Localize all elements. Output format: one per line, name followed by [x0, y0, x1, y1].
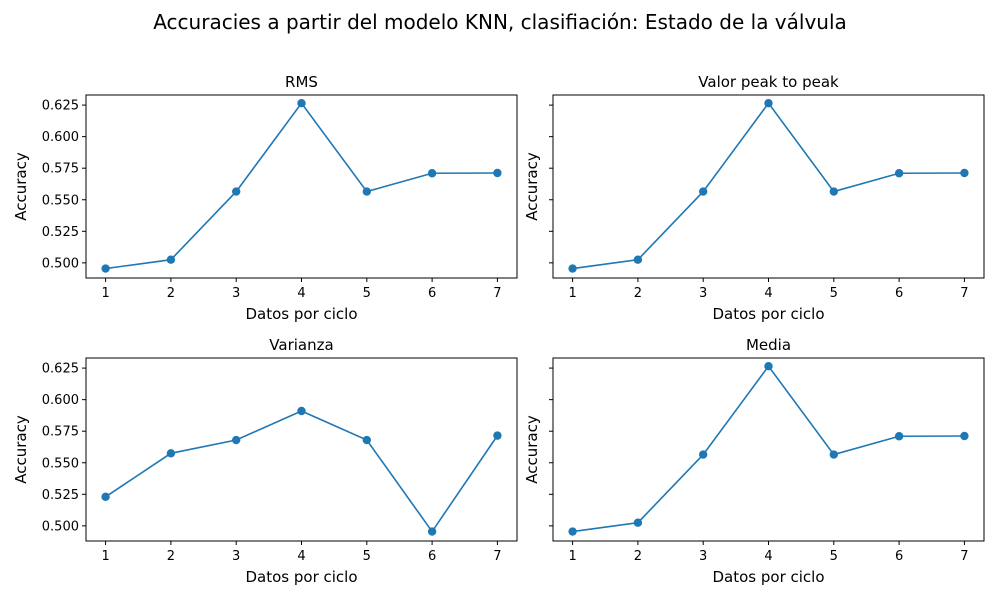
data-point: [297, 99, 306, 108]
data-point: [764, 99, 773, 108]
y-tick-label: 0.600: [42, 130, 79, 145]
x-tick-label: 7: [960, 286, 968, 301]
y-tick-label: 0.550: [42, 193, 79, 208]
x-tick-label: 1: [101, 549, 109, 564]
subplot-title: Media: [746, 336, 791, 354]
subplot-title: Valor peak to peak: [698, 73, 839, 91]
figure-title: Accuracies a partir del modelo KNN, clas…: [153, 10, 847, 34]
x-tick-label: 6: [895, 286, 903, 301]
y-axis-label: Accuracy: [12, 415, 30, 484]
series-line: [105, 101, 498, 270]
x-tick-label: 6: [428, 549, 436, 564]
x-tick-label: 7: [493, 286, 501, 301]
x-axis-label: Datos por ciclo: [712, 305, 824, 323]
x-tick-label: 2: [634, 549, 642, 564]
x-tick-label: 4: [297, 286, 305, 301]
data-point: [101, 492, 110, 502]
x-tick-label: 6: [428, 286, 436, 301]
x-tick-label: 4: [297, 549, 305, 564]
data-point: [829, 187, 839, 196]
y-axis-label: Accuracy: [523, 152, 541, 221]
y-tick-label: 0.550: [42, 456, 79, 471]
data-point: [166, 449, 176, 458]
x-tick-label: 3: [232, 549, 240, 564]
data-point: [362, 187, 372, 196]
data-point: [698, 450, 708, 459]
subplot-3: 1 2 3 4 5 6 7 0.500 0.525 0.550 0.575 0.600 0.625 Var…: [12, 336, 518, 586]
x-axis-label: Datos por ciclo: [245, 305, 357, 323]
x-tick-label: 3: [699, 286, 707, 301]
x-tick-label: 1: [568, 549, 576, 564]
x-axis-label: Datos por ciclo: [245, 568, 357, 586]
y-axis-label: Accuracy: [12, 152, 30, 221]
axes-frame: [552, 357, 985, 542]
subplot-title: RMS: [285, 73, 318, 91]
x-tick-label: 3: [232, 286, 240, 301]
data-point: [894, 169, 904, 178]
y-tick-label: 0.575: [42, 425, 79, 440]
data-point: [493, 168, 502, 178]
series-line: [572, 364, 965, 533]
y-tick-label: 0.625: [42, 99, 79, 114]
y-tick-label: 0.500: [42, 519, 79, 534]
y-tick-label: 0.625: [42, 362, 79, 377]
series-line: [105, 410, 499, 533]
data-point: [231, 435, 241, 445]
data-point: [362, 435, 372, 445]
x-tick-label: 4: [764, 549, 772, 564]
data-point: [297, 406, 306, 416]
data-point: [894, 432, 904, 441]
y-tick-label: 0.575: [42, 162, 79, 177]
y-tick-label: 0.525: [42, 488, 79, 503]
x-tick-label: 5: [830, 286, 838, 301]
subplot-2: 1 2 3 4 5 6 7 Valor peak to peak Datos por ciclo…: [523, 73, 985, 323]
axes-frame: [85, 94, 518, 279]
x-tick-label: 6: [895, 549, 903, 564]
data-point: [829, 450, 839, 459]
y-axis-label: Accuracy: [523, 415, 541, 484]
data-point: [698, 187, 708, 196]
y-tick-label: 0.525: [42, 225, 79, 240]
data-point: [427, 169, 437, 178]
y-tick-label: 0.600: [42, 393, 79, 408]
data-point: [960, 168, 969, 178]
x-tick-label: 5: [363, 549, 371, 564]
data-point: [166, 255, 176, 264]
subplot-1: 1 2 3 4 5 6 7 0.500 0.525 0.550 0.575 0.600 0.625 RMS…: [12, 73, 518, 323]
x-tick-label: 1: [568, 286, 576, 301]
data-point: [568, 527, 577, 536]
data-point: [960, 431, 969, 441]
x-tick-label: 7: [960, 549, 968, 564]
data-point: [764, 362, 773, 371]
data-point: [101, 264, 110, 273]
x-tick-label: 3: [699, 549, 707, 564]
x-tick-label: 4: [764, 286, 772, 301]
data-point: [231, 187, 241, 196]
x-tick-label: 5: [830, 549, 838, 564]
subplot-title: Varianza: [269, 336, 333, 354]
data-point: [568, 264, 577, 273]
data-point: [427, 527, 437, 536]
series-line: [572, 101, 965, 270]
subplot-4: 1 2 3 4 5 6 7 Media Datos por ciclo Accuracy: [523, 336, 985, 586]
data-point: [493, 431, 502, 440]
x-tick-label: 2: [634, 286, 642, 301]
x-tick-label: 2: [167, 549, 175, 564]
data-point: [633, 518, 643, 527]
x-tick-label: 5: [363, 286, 371, 301]
axes-frame: [85, 357, 518, 542]
axes-frame: [552, 94, 985, 279]
x-tick-label: 1: [101, 286, 109, 301]
y-tick-label: 0.500: [42, 256, 79, 271]
data-point: [633, 255, 643, 264]
x-tick-label: 2: [167, 286, 175, 301]
x-axis-label: Datos por ciclo: [712, 568, 824, 586]
x-tick-label: 7: [493, 549, 501, 564]
